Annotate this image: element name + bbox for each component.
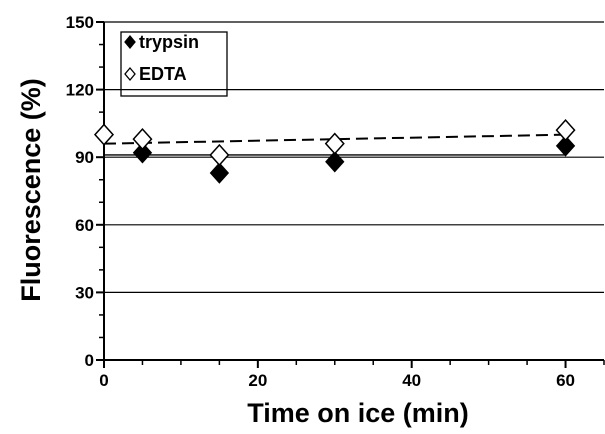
- x-tick-label-20: 20: [248, 371, 267, 390]
- trypsin-point-15: [209, 162, 230, 184]
- trypsin-point-60: [555, 135, 576, 157]
- legend-label-trypsin: trypsin: [139, 32, 199, 52]
- y-tick-label-150: 150: [66, 13, 94, 32]
- y-tick-label-30: 30: [75, 283, 94, 302]
- legend-box: [120, 31, 228, 97]
- legend: trypsin EDTA: [120, 31, 228, 97]
- edta-point-60: [555, 119, 576, 142]
- legend-label-edta: EDTA: [139, 64, 187, 84]
- axes: [96, 21, 605, 368]
- edta-trendline: [103, 133, 566, 145]
- y-axis-title: Fluorescence (%): [16, 78, 46, 302]
- x-axis-title: Time on ice (min): [247, 398, 469, 428]
- y-tick-label-120: 120: [66, 81, 94, 100]
- edta-point-30: [324, 132, 345, 155]
- data-points: [93, 119, 576, 184]
- y-tick-label-60: 60: [75, 216, 94, 235]
- grid-lines: [104, 21, 604, 293]
- legend-marker-trypsin: [124, 34, 136, 50]
- x-tick-label-40: 40: [402, 371, 421, 390]
- tick-labels: 0 30 60 90 120 150 0 20 40 60: [66, 13, 575, 390]
- x-tick-label-60: 60: [556, 371, 575, 390]
- edta-point-15: [209, 143, 230, 167]
- trypsin-point-30: [325, 150, 345, 173]
- x-tick-label-0: 0: [99, 371, 108, 390]
- edta-point-0: [93, 123, 115, 146]
- y-tick-label-90: 90: [75, 148, 94, 167]
- edta-point-5: [132, 128, 153, 151]
- trypsin-point-5: [132, 141, 153, 164]
- legend-marker-edta: [124, 66, 136, 82]
- y-tick-label-0: 0: [85, 351, 94, 370]
